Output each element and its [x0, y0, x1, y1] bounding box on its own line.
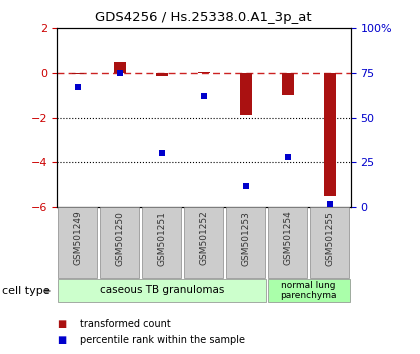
Bar — [72, 73, 84, 74]
Bar — [282, 73, 294, 95]
Bar — [310, 207, 349, 278]
Text: ■: ■ — [57, 319, 66, 329]
Text: GSM501254: GSM501254 — [283, 211, 292, 266]
Bar — [142, 207, 181, 278]
Bar — [268, 279, 350, 302]
Bar — [156, 73, 168, 76]
Bar — [268, 207, 307, 278]
Text: GSM501249: GSM501249 — [73, 211, 82, 266]
Title: GDS4256 / Hs.25338.0.A1_3p_at: GDS4256 / Hs.25338.0.A1_3p_at — [95, 11, 312, 24]
Text: GSM501252: GSM501252 — [199, 211, 208, 266]
Bar — [114, 62, 126, 73]
Bar — [58, 279, 266, 302]
Text: cell type: cell type — [2, 286, 50, 296]
Text: ■: ■ — [57, 335, 66, 345]
Text: GSM501251: GSM501251 — [157, 211, 166, 266]
Text: GSM501255: GSM501255 — [325, 211, 334, 266]
Text: percentile rank within the sample: percentile rank within the sample — [80, 335, 245, 345]
Bar — [58, 207, 97, 278]
Text: GSM501253: GSM501253 — [241, 211, 250, 266]
Bar — [324, 73, 336, 196]
Bar — [240, 73, 252, 115]
Bar — [198, 72, 210, 73]
Text: caseous TB granulomas: caseous TB granulomas — [100, 285, 224, 295]
Bar — [184, 207, 223, 278]
Text: GSM501250: GSM501250 — [115, 211, 124, 266]
Bar — [100, 207, 139, 278]
Text: transformed count: transformed count — [80, 319, 171, 329]
Text: normal lung
parenchyma: normal lung parenchyma — [281, 281, 337, 300]
Bar — [226, 207, 265, 278]
